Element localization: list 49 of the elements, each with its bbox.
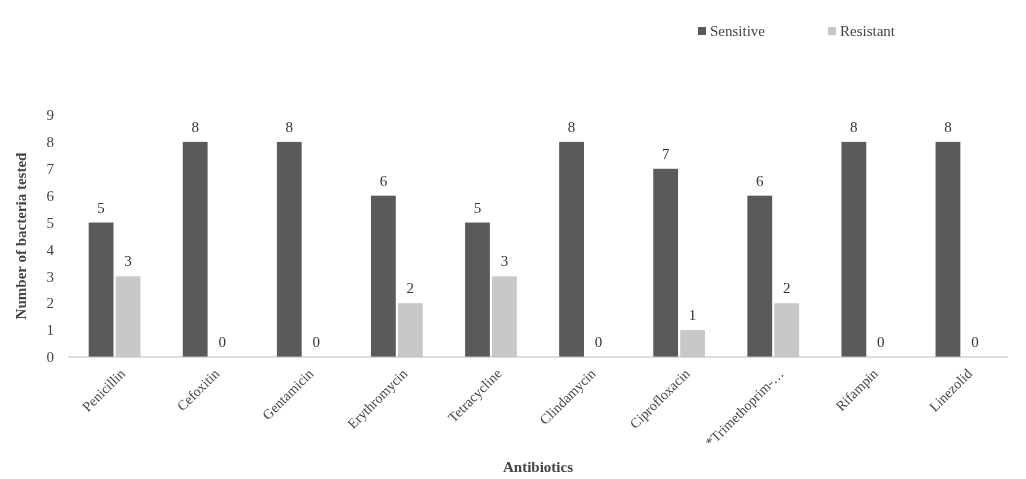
data-label: 2 xyxy=(406,280,415,297)
bar xyxy=(492,276,517,357)
data-label: 0 xyxy=(971,334,979,350)
bar xyxy=(841,141,867,357)
y-tick-label: 0 xyxy=(46,349,54,366)
bar xyxy=(370,195,396,357)
x-axis-title: Antibiotics xyxy=(502,459,574,475)
y-tick-label: 2 xyxy=(46,295,54,312)
y-tick-label: 9 xyxy=(46,107,54,124)
data-label: 7 xyxy=(661,145,670,162)
bar xyxy=(115,276,141,357)
bar xyxy=(653,168,679,357)
y-tick-label: 5 xyxy=(46,214,54,231)
data-label: 5 xyxy=(97,199,105,216)
data-label: 8 xyxy=(944,118,952,135)
bar xyxy=(680,330,706,357)
bar xyxy=(774,303,800,357)
bar xyxy=(182,141,208,357)
data-label: 6 xyxy=(756,172,765,189)
data-label: 8 xyxy=(285,118,294,135)
bar xyxy=(465,222,490,357)
y-tick-label: 6 xyxy=(46,187,55,204)
bar xyxy=(559,141,584,357)
data-label: 8 xyxy=(191,118,199,135)
bar xyxy=(747,195,773,357)
bar xyxy=(935,141,961,357)
y-tick-label: 4 xyxy=(46,241,55,258)
bar xyxy=(276,141,302,357)
y-tick-label: 7 xyxy=(46,161,55,178)
data-label: 2 xyxy=(782,280,791,297)
legend-label: Sensitive xyxy=(710,23,766,40)
bar xyxy=(397,303,423,357)
data-label: 3 xyxy=(500,253,509,270)
data-label: 0 xyxy=(877,334,885,350)
data-label: 1 xyxy=(688,307,697,324)
data-label: 0 xyxy=(594,334,603,350)
bar xyxy=(88,222,114,357)
y-tick-label: 3 xyxy=(46,268,54,285)
y-axis-title: Number of bacteria tested xyxy=(13,151,29,320)
legend-label: Resistant xyxy=(840,23,896,40)
data-label: 8 xyxy=(567,118,576,135)
y-tick-label: 8 xyxy=(46,134,54,151)
data-label: 0 xyxy=(312,334,320,350)
data-label: 5 xyxy=(473,199,482,216)
y-tick-label: 1 xyxy=(46,322,54,339)
data-label: 8 xyxy=(850,118,858,135)
data-label: 0 xyxy=(218,334,226,350)
data-label: 6 xyxy=(379,172,388,189)
data-label: 3 xyxy=(124,253,132,270)
